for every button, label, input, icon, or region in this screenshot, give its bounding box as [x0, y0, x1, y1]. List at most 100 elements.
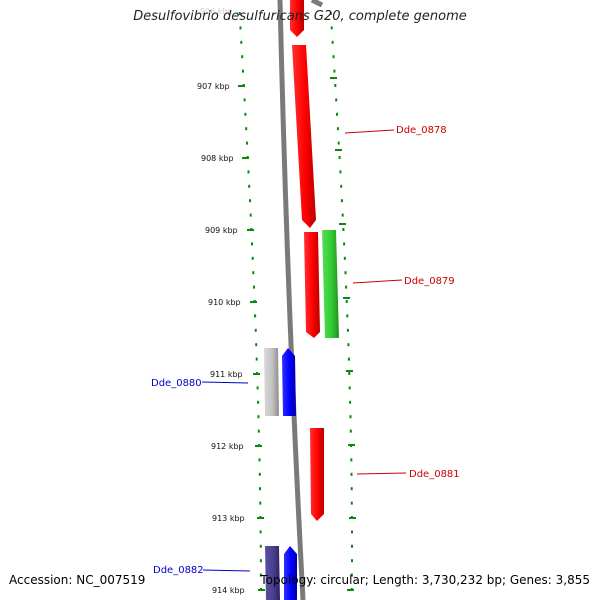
guide-dot	[249, 213, 252, 217]
guide-dot	[350, 501, 353, 505]
guide-dot	[251, 256, 254, 260]
guide-dot	[347, 343, 350, 347]
guide-dot	[255, 357, 258, 361]
guide-dot	[246, 141, 248, 145]
guide-dot	[351, 544, 353, 548]
tick-907: 907 kbp	[197, 82, 245, 91]
guide-dot	[257, 415, 260, 419]
guide-dot	[259, 559, 262, 563]
tick-label: 913 kbp	[212, 514, 245, 523]
tick-label: 909 kbp	[205, 226, 238, 235]
gene-arrow-dde-0880[interactable]	[282, 348, 296, 416]
guide-dot	[348, 372, 351, 375]
forward-track-guide	[329, 12, 353, 591]
guide-dot	[346, 314, 349, 318]
guide-dot	[347, 357, 350, 361]
pseudo-gene-gray-dde-0880	[264, 348, 279, 416]
guide-dot	[259, 573, 262, 577]
tick-label: 907 kbp	[197, 82, 230, 91]
genome-backbone-second	[310, 0, 324, 8]
guide-dot	[256, 386, 259, 390]
guide-dot	[245, 127, 248, 131]
tick-label: 914 kbp	[212, 586, 245, 595]
forward-track-ticks	[330, 77, 356, 591]
guide-dot	[340, 199, 343, 203]
svg-text:Dde_0881: Dde_0881	[409, 469, 460, 480]
gene-arrow-dde-0881[interactable]	[310, 428, 324, 521]
guide-dot	[337, 141, 340, 145]
genome-backbone	[277, 0, 306, 600]
guide-dot	[259, 530, 262, 534]
svg-text:Dde_0879: Dde_0879	[404, 276, 455, 287]
guide-dot	[350, 573, 353, 577]
guide-dot	[243, 98, 246, 102]
guide-dot	[240, 40, 243, 44]
genome-title: Desulfovibrio desulfuricans G20, complet…	[133, 9, 467, 24]
guide-dot	[345, 285, 348, 289]
guide-dot	[336, 127, 339, 131]
tick-909: 909 kbp	[205, 226, 254, 235]
guide-dot	[335, 98, 338, 102]
guide-dot	[251, 242, 253, 246]
guide-dot	[349, 415, 352, 419]
tick-914: 914 kbp	[212, 586, 265, 595]
guide-dot	[257, 400, 260, 404]
guide-dot	[338, 156, 341, 159]
gene-block-dark-dde-0882	[265, 546, 280, 600]
gene-label-dde-0880[interactable]: Dde_0880	[151, 378, 249, 389]
guide-dot	[241, 55, 244, 59]
guide-dot	[336, 112, 338, 116]
svg-text:Dde_0878: Dde_0878	[396, 125, 447, 136]
gene-label-dde-0881[interactable]: Dde_0881	[356, 469, 460, 480]
guide-dot	[341, 213, 344, 217]
guide-dot	[346, 328, 349, 332]
guide-dot	[249, 199, 251, 203]
guide-dot	[254, 314, 257, 318]
tick-label: 908 kbp	[201, 154, 234, 163]
guide-dot	[343, 256, 346, 260]
guide-dot	[252, 271, 255, 275]
guide-dot	[344, 271, 347, 275]
guide-dot	[248, 184, 251, 188]
guide-dot	[259, 544, 262, 548]
guide-dot	[343, 242, 346, 246]
guide-dot	[259, 487, 261, 491]
guide-dot	[351, 530, 353, 534]
guide-dot	[257, 429, 260, 433]
guide-dot	[253, 285, 255, 289]
guide-dot	[259, 501, 262, 505]
guide-dot	[349, 400, 352, 404]
guide-dot	[255, 343, 258, 347]
tick-910: 910 kbp	[208, 298, 257, 307]
guide-dot	[348, 386, 351, 390]
guide-dot	[258, 458, 261, 462]
svg-text:Dde_0882: Dde_0882	[153, 565, 204, 576]
svg-text:Dde_0880: Dde_0880	[151, 378, 202, 389]
gene-arrow-dde-0879[interactable]	[304, 232, 320, 338]
guide-dot	[332, 55, 335, 59]
guide-dot	[350, 458, 353, 462]
guide-dot	[238, 12, 241, 15]
guide-dot	[247, 170, 250, 174]
tick-label: 912 kbp	[211, 442, 244, 451]
guide-dot	[333, 69, 336, 73]
gene-label-dde-0879[interactable]: Dde_0879	[352, 276, 455, 287]
gene-arrow-dde-0878[interactable]	[292, 45, 316, 228]
tick-label: 910 kbp	[208, 298, 241, 307]
gene-arrow-dde-0882[interactable]	[284, 546, 297, 600]
guide-dot	[350, 472, 353, 476]
guide-dot	[258, 472, 261, 476]
tick-label: 911 kbp	[210, 370, 243, 379]
tick-label-faint: 906 kbp	[200, 7, 233, 16]
tick-912: 912 kbp	[211, 442, 262, 451]
guide-dot	[334, 84, 337, 87]
tick-913: 913 kbp	[212, 514, 264, 523]
guide-dot	[329, 12, 332, 15]
gene-label-dde-0882[interactable]: Dde_0882	[153, 565, 251, 576]
genome-summary-text: Topology: circular; Length: 3,730,232 bp…	[260, 573, 590, 587]
gene-label-dde-0878[interactable]: Dde_0878	[344, 125, 447, 136]
guide-dot	[339, 170, 342, 174]
guide-dot	[350, 487, 353, 491]
guide-dot	[331, 40, 334, 44]
